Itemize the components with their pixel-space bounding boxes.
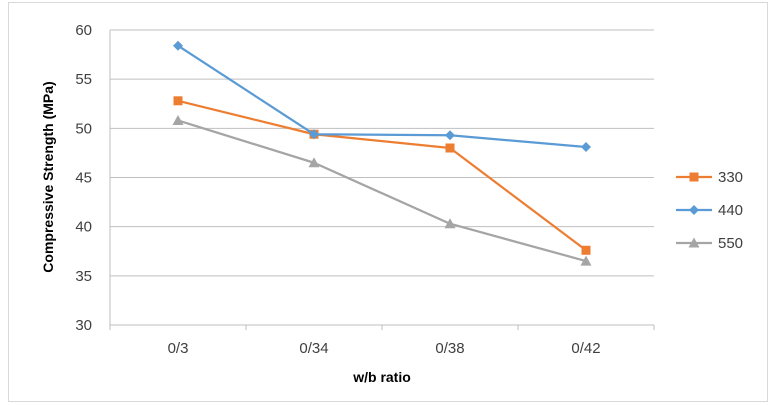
gridlines [110,29,654,277]
y-tick-label: 55 [75,71,92,88]
data-point-440 [445,130,455,141]
series-lines [172,40,592,266]
chart-frame [8,2,768,402]
data-point-440 [581,142,591,153]
axes [109,30,655,330]
data-point-550 [172,114,184,125]
legend-item-440: 440 [676,202,743,219]
x-tick-label: 0/34 [299,340,328,357]
y-tick-labels: 30 35 40 45 50 55 60 [75,22,92,334]
x-tick-labels: 0/3 0/34 0/38 0/42 [168,340,601,357]
y-tick-label: 30 [75,317,92,334]
x-tick-label: 0/3 [168,340,189,357]
x-tick-label: 0/38 [435,340,464,357]
legend: 330 440 550 [676,169,743,252]
data-point-330 [445,143,455,153]
data-point-440 [309,129,319,140]
y-axis-title: Compressive Strength (MPa) [40,81,56,272]
data-point-550 [444,218,456,229]
legend-label: 330 [718,169,743,186]
x-axis-title: w/b ratio [352,369,411,385]
legend-marker [689,172,699,182]
legend-label: 440 [718,202,743,219]
y-tick-label: 35 [75,268,92,285]
legend-item-550: 550 [676,235,743,252]
y-tick-label: 40 [75,219,92,236]
data-point-330 [581,245,591,255]
series-line-550 [177,119,587,263]
series-line-440 [177,44,587,149]
legend-label: 550 [718,235,743,252]
data-point-440 [173,40,183,51]
x-tick-label: 0/42 [571,340,600,357]
y-tick-label: 45 [75,170,92,187]
legend-marker [688,237,700,248]
series-line-330 [177,99,587,252]
data-point-330 [173,96,183,106]
y-tick-label: 60 [75,22,92,39]
data-point-550 [308,157,320,168]
legend-marker [689,205,699,215]
data-point-550 [580,255,592,266]
y-tick-label: 50 [75,120,92,137]
legend-item-330: 330 [676,169,743,186]
